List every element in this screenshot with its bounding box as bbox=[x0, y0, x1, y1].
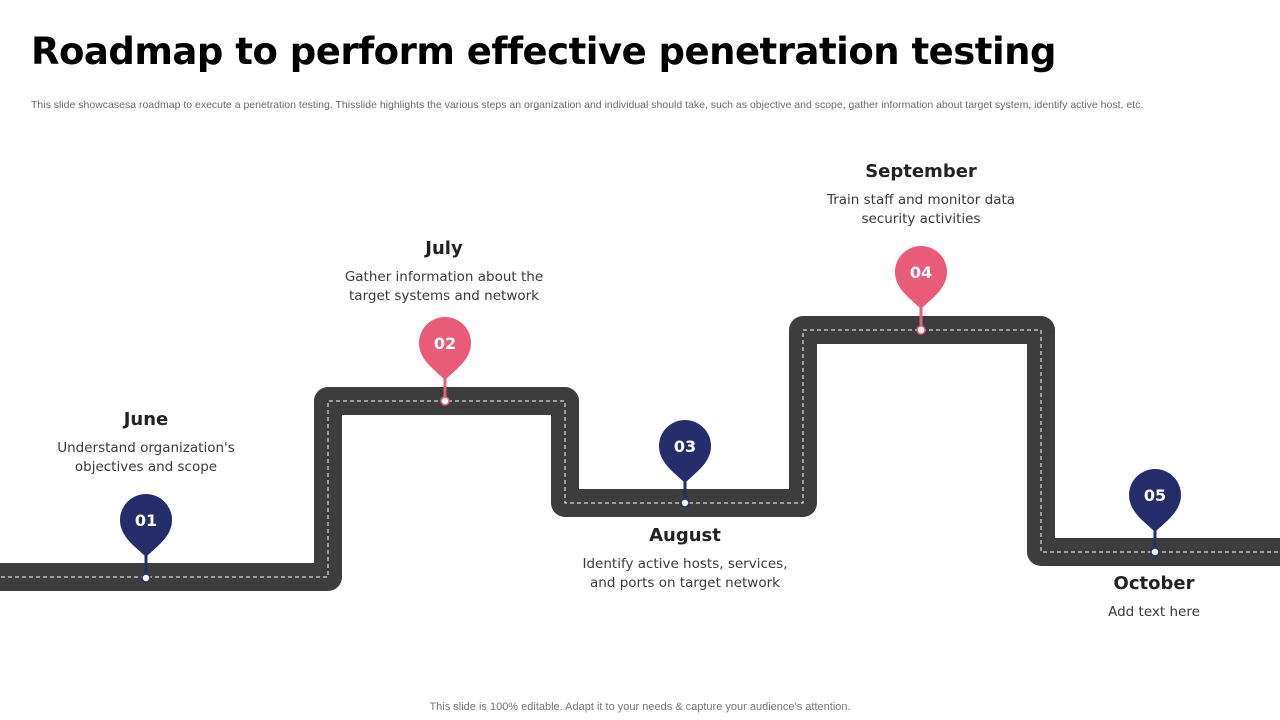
milestone-pin-02: 02 bbox=[419, 317, 471, 406]
milestone-month: June bbox=[123, 409, 169, 430]
description-line: Gather information about the bbox=[344, 269, 544, 285]
milestone-pin-01: 01 bbox=[120, 494, 172, 583]
milestone-month: October bbox=[1113, 573, 1195, 594]
slide-footer: This slide is 100% editable. Adapt it to… bbox=[429, 701, 851, 713]
milestone-month: August bbox=[649, 525, 721, 546]
milestone-description: Add text here bbox=[1034, 603, 1274, 622]
milestone-description: Identify active hosts, services, and por… bbox=[565, 555, 805, 593]
description-line: Train staff and monitor data bbox=[826, 192, 1016, 208]
milestone-pin-03: 03 bbox=[659, 420, 711, 508]
pin-number-05: 05 bbox=[1144, 486, 1166, 505]
pin-number-03: 03 bbox=[674, 437, 696, 456]
description-line: objectives and scope bbox=[74, 459, 218, 475]
milestone-pin-04: 04 bbox=[895, 246, 947, 335]
milestone-june: June Understand organization's objective… bbox=[26, 409, 266, 477]
description-line: Identify active hosts, services, bbox=[582, 556, 788, 572]
milestone-pin-05: 05 bbox=[1129, 469, 1181, 557]
slide-title: Roadmap to perform effective penetration… bbox=[31, 30, 1056, 73]
pin-number-01: 01 bbox=[135, 511, 157, 530]
pin-number-02: 02 bbox=[434, 334, 456, 353]
description-line: target systems and network bbox=[349, 288, 539, 304]
description-line: security activities bbox=[861, 211, 981, 227]
description-line: and ports on target network bbox=[590, 575, 780, 591]
slide-subtitle: This slide showcasesa roadmap to execute… bbox=[31, 99, 1144, 111]
milestone-description: Train staff and monitor data security ac… bbox=[801, 191, 1041, 229]
milestone-description: Gather information about the target syst… bbox=[324, 268, 564, 306]
milestone-october: October Add text here bbox=[1034, 573, 1274, 622]
milestone-september: September Train staff and monitor data s… bbox=[801, 161, 1041, 229]
milestone-august: August Identify active hosts, services, … bbox=[565, 525, 805, 593]
milestone-month: September bbox=[865, 161, 977, 182]
milestone-july: July Gather information about the target… bbox=[324, 238, 564, 306]
milestone-month: July bbox=[425, 238, 463, 259]
milestone-description: Understand organization's objectives and… bbox=[26, 439, 266, 477]
description-line: Add text here bbox=[1108, 604, 1200, 620]
description-line: Understand organization's bbox=[57, 440, 235, 456]
pin-number-04: 04 bbox=[910, 263, 932, 282]
